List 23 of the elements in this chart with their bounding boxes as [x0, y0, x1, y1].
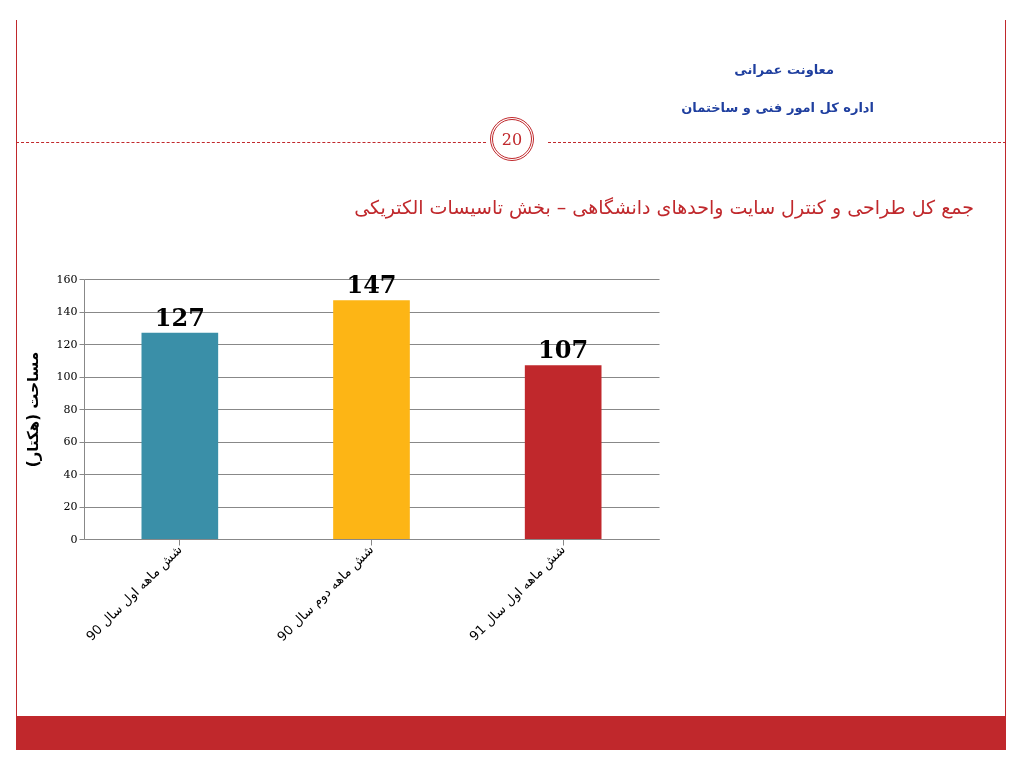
- y-axis-title: مساحت (هکتار): [23, 351, 42, 468]
- data-label: 107: [538, 335, 589, 365]
- text: اداره کل امور فنی و ساختمان: [681, 100, 874, 115]
- y-tick-label: 60: [63, 435, 78, 448]
- y-tick-label: 160: [56, 272, 78, 286]
- y-tick-label: 40: [63, 467, 78, 481]
- y-tick-label: 20: [63, 500, 78, 513]
- bar: [141, 332, 219, 539]
- y-tick-label: 0: [70, 532, 78, 546]
- x-tick-label: شش ماهه اول سال 91: [466, 541, 569, 645]
- bar: [524, 365, 602, 539]
- text: 20: [490, 117, 534, 161]
- x-tick-label: شش ماهه دوم سال 90: [274, 541, 378, 645]
- data-label: 127: [154, 302, 205, 332]
- bar: [333, 300, 410, 539]
- chart-title: جمع کل طراحی و کنترل سایت واحدهای دانشگاهی – بخش تاسیسات الکتریکی: [354, 196, 974, 218]
- text: معاونت عمرانی: [734, 62, 834, 77]
- data-label: 147: [346, 270, 397, 300]
- y-tick-label: 120: [56, 337, 78, 351]
- x-tick-label: شش ماهه اول سال 90: [83, 541, 186, 645]
- y-tick-label: 140: [56, 305, 78, 318]
- y-tick-label: 100: [56, 370, 78, 383]
- y-tick-label: 80: [63, 402, 78, 416]
